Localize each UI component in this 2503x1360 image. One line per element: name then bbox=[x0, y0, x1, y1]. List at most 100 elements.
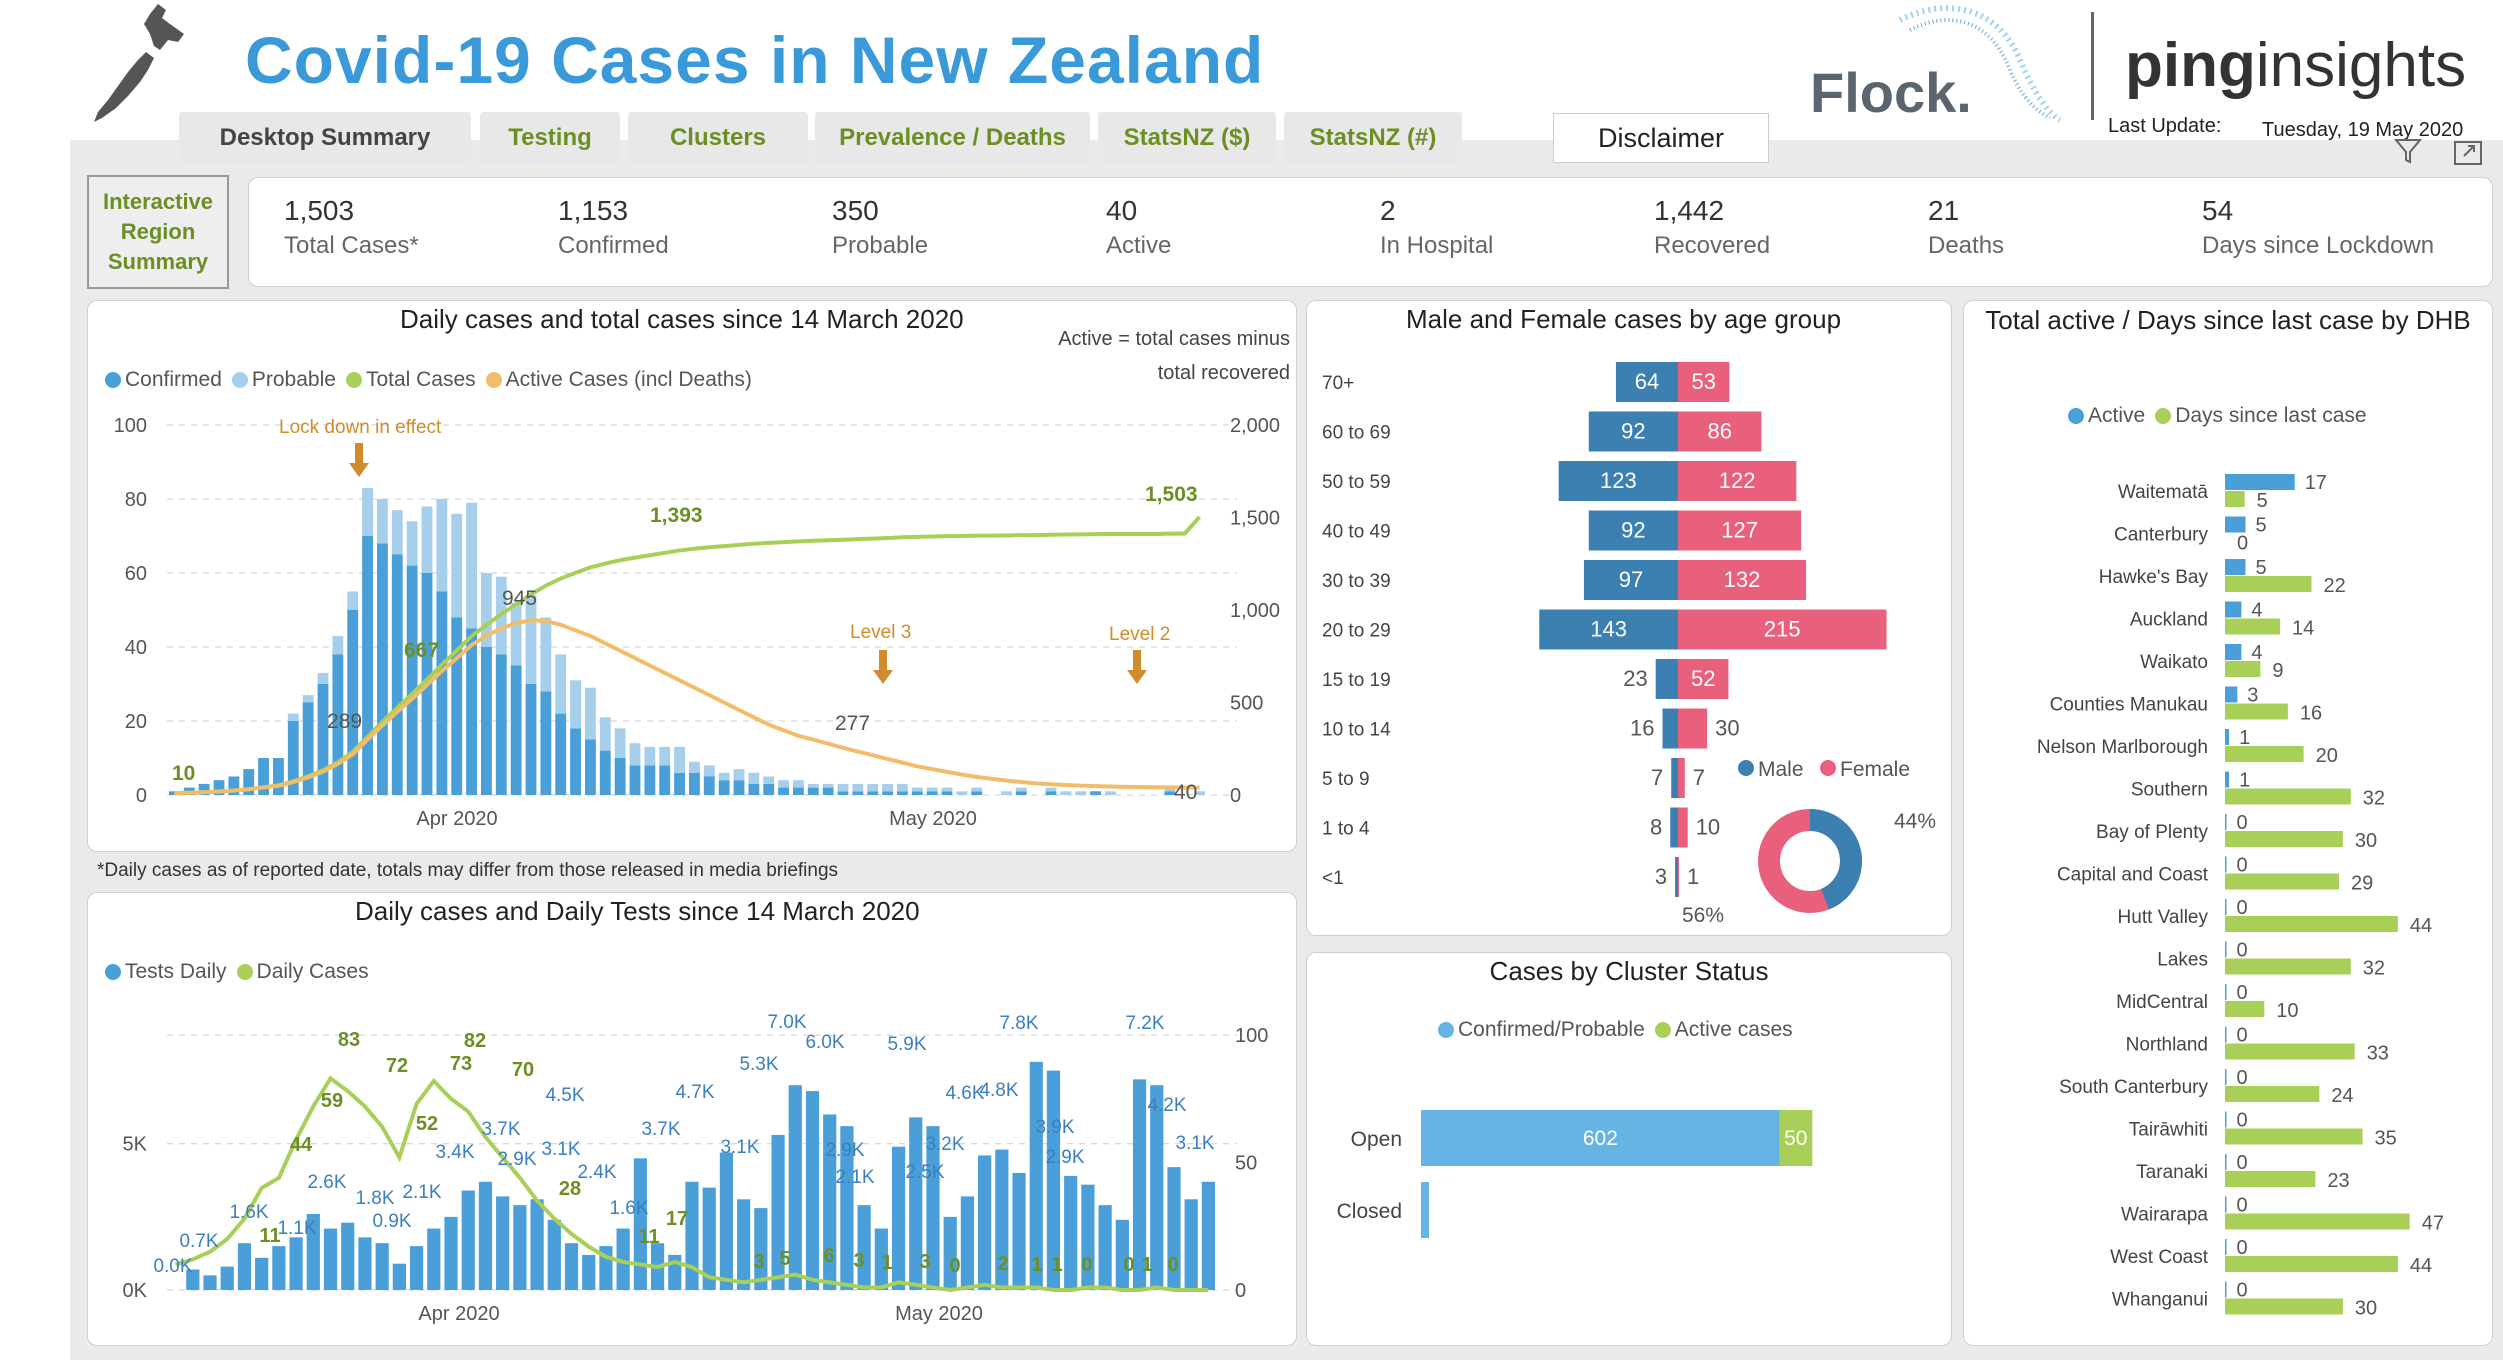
confirmed-bar bbox=[689, 772, 700, 795]
cluster-category-label: Open bbox=[1351, 1128, 1402, 1151]
cluster-open-active-value: 50 bbox=[1784, 1127, 1807, 1150]
dhb-label: Lakes bbox=[2157, 950, 2208, 971]
tests-bar bbox=[444, 1216, 458, 1290]
legend-cluster-cp[interactable]: Confirmed/Probable bbox=[1438, 1018, 1645, 1042]
test-data-label: 2.9K bbox=[497, 1149, 536, 1170]
female-bar bbox=[1678, 708, 1708, 749]
probable-bar bbox=[362, 487, 373, 536]
dhb-active-value: 0 bbox=[2237, 897, 2248, 919]
kpi-recovered-label: Recovered bbox=[1654, 232, 1771, 259]
test-data-label: 7.0K bbox=[767, 1012, 806, 1033]
focus-mode-icon[interactable] bbox=[2452, 138, 2484, 168]
label-667: 667 bbox=[404, 639, 439, 662]
legend-cluster-active[interactable]: Active cases bbox=[1654, 1018, 1793, 1042]
legend-dhb-days[interactable]: Days since last case bbox=[2155, 404, 2367, 428]
tab-prevalence-deaths[interactable]: Prevalence / Deaths bbox=[815, 112, 1090, 164]
tests-bar bbox=[1046, 1070, 1061, 1290]
tests-bar bbox=[633, 1158, 647, 1290]
legend-active[interactable]: Active Cases (incl Deaths) bbox=[485, 368, 752, 392]
legend-confirmed[interactable]: Confirmed bbox=[105, 368, 222, 392]
tab-testing[interactable]: Testing bbox=[480, 112, 620, 164]
kpi-hospital-value: 2 bbox=[1380, 195, 1396, 226]
tests-bar bbox=[547, 1219, 561, 1290]
legend-dhb-active[interactable]: Active bbox=[2068, 404, 2145, 428]
dhb-days-bar bbox=[2225, 746, 2304, 762]
tests-bar bbox=[926, 1126, 940, 1290]
dhb-label: Whanganui bbox=[2112, 1290, 2208, 1311]
male-bar bbox=[1671, 758, 1678, 798]
dhb-label: Southern bbox=[2131, 780, 2208, 801]
insights-brand-text: insights bbox=[2255, 31, 2467, 100]
probable-bar bbox=[347, 591, 359, 610]
dhb-label: Nelson Marlborough bbox=[2037, 737, 2208, 758]
cluster-chart[interactable]: Open Closed 602 50 bbox=[1306, 1080, 1952, 1340]
dhb-days-value: 29 bbox=[2351, 873, 2373, 895]
filter-icon[interactable] bbox=[2392, 135, 2424, 167]
dhb-active-bar bbox=[2225, 1196, 2227, 1213]
dhb-days-value: 30 bbox=[2355, 1298, 2377, 1320]
interactive-region-summary-button[interactable]: Interactive Region Summary bbox=[87, 175, 229, 289]
dhb-active-value: 1 bbox=[2239, 727, 2250, 749]
last-update-label: Last Update: bbox=[2108, 115, 2222, 137]
female-bar bbox=[1678, 807, 1688, 848]
dhb-active-bar bbox=[2225, 729, 2230, 745]
confirmed-bar bbox=[213, 780, 225, 795]
tab-statsnz-dollars[interactable]: StatsNZ ($) bbox=[1098, 112, 1276, 164]
kpi-confirmed-label: Confirmed bbox=[558, 232, 669, 259]
case-data-label: 3 bbox=[919, 1251, 930, 1273]
dhb-active-value: 0 bbox=[2237, 1195, 2248, 1217]
daily-total-chart[interactable]: 100 80 60 40 20 0 2,000 1,500 1,000 500 0 Apr 2020 M… bbox=[87, 400, 1297, 840]
probable-bar bbox=[718, 772, 730, 781]
daily-total-legend: Confirmed Probable Total Cases Active Ca… bbox=[105, 368, 752, 392]
test-data-label: 3.7K bbox=[641, 1119, 680, 1140]
probable-bar bbox=[332, 635, 344, 655]
tests-bar bbox=[943, 1216, 957, 1290]
dhb-active-bar bbox=[2225, 899, 2227, 915]
y-right-tick: 2,000 bbox=[1230, 415, 1280, 437]
female-bar bbox=[1678, 560, 1807, 600]
confirmed-bar bbox=[807, 787, 819, 795]
confirmed-bar bbox=[495, 654, 507, 795]
probable-bar bbox=[956, 791, 968, 795]
dhb-label: Counties Manukau bbox=[2050, 695, 2208, 716]
age-category-label: 60 to 69 bbox=[1322, 423, 1391, 444]
legend-female-label: Female bbox=[1840, 758, 1910, 781]
female-value: 132 bbox=[1724, 567, 1761, 592]
legend-cluster-active-dot bbox=[1654, 1022, 1671, 1039]
probable-bar bbox=[882, 783, 893, 792]
confirmed-bar bbox=[347, 610, 359, 795]
tab-statsnz-count[interactable]: StatsNZ (#) bbox=[1284, 112, 1462, 164]
legend-tests-daily[interactable]: Tests Daily bbox=[105, 960, 227, 984]
tab-clusters[interactable]: Clusters bbox=[628, 112, 808, 164]
test-data-label: 2.9K bbox=[825, 1140, 864, 1161]
legend-total-dot bbox=[345, 372, 362, 389]
dhb-active-bar bbox=[2225, 1069, 2227, 1085]
dhb-active-bar bbox=[2225, 644, 2242, 660]
legend-tests-daily-label: Tests Daily bbox=[125, 960, 227, 983]
dhb-label: Waikato bbox=[2140, 652, 2208, 673]
legend-probable-dot bbox=[231, 372, 248, 389]
dhb-active-bar bbox=[2225, 474, 2295, 490]
legend-female-dot bbox=[1820, 760, 1836, 776]
age-category-label: 70+ bbox=[1322, 373, 1354, 394]
dhb-active-value: 0 bbox=[2237, 1237, 2248, 1259]
case-data-label: 6 bbox=[823, 1245, 834, 1267]
legend-probable[interactable]: Probable bbox=[231, 368, 336, 392]
case-data-label: 73 bbox=[450, 1053, 472, 1075]
female-bar bbox=[1678, 510, 1802, 551]
confirmed-bar bbox=[585, 739, 596, 795]
legend-daily-cases[interactable]: Daily Cases bbox=[236, 960, 369, 984]
legend-total[interactable]: Total Cases bbox=[345, 368, 476, 392]
dhb-active-value: 5 bbox=[2256, 515, 2267, 537]
tab-desktop-summary[interactable]: Desktop Summary bbox=[179, 112, 471, 164]
irs-line-2: Region bbox=[120, 219, 196, 244]
probable-bar bbox=[897, 783, 908, 792]
male-bar bbox=[1662, 708, 1678, 749]
disclaimer-button[interactable]: Disclaimer bbox=[1553, 113, 1769, 163]
test-data-label: 2.5K bbox=[905, 1162, 944, 1183]
tests-bar bbox=[237, 1243, 252, 1290]
case-data-label: 0 bbox=[1123, 1254, 1134, 1276]
